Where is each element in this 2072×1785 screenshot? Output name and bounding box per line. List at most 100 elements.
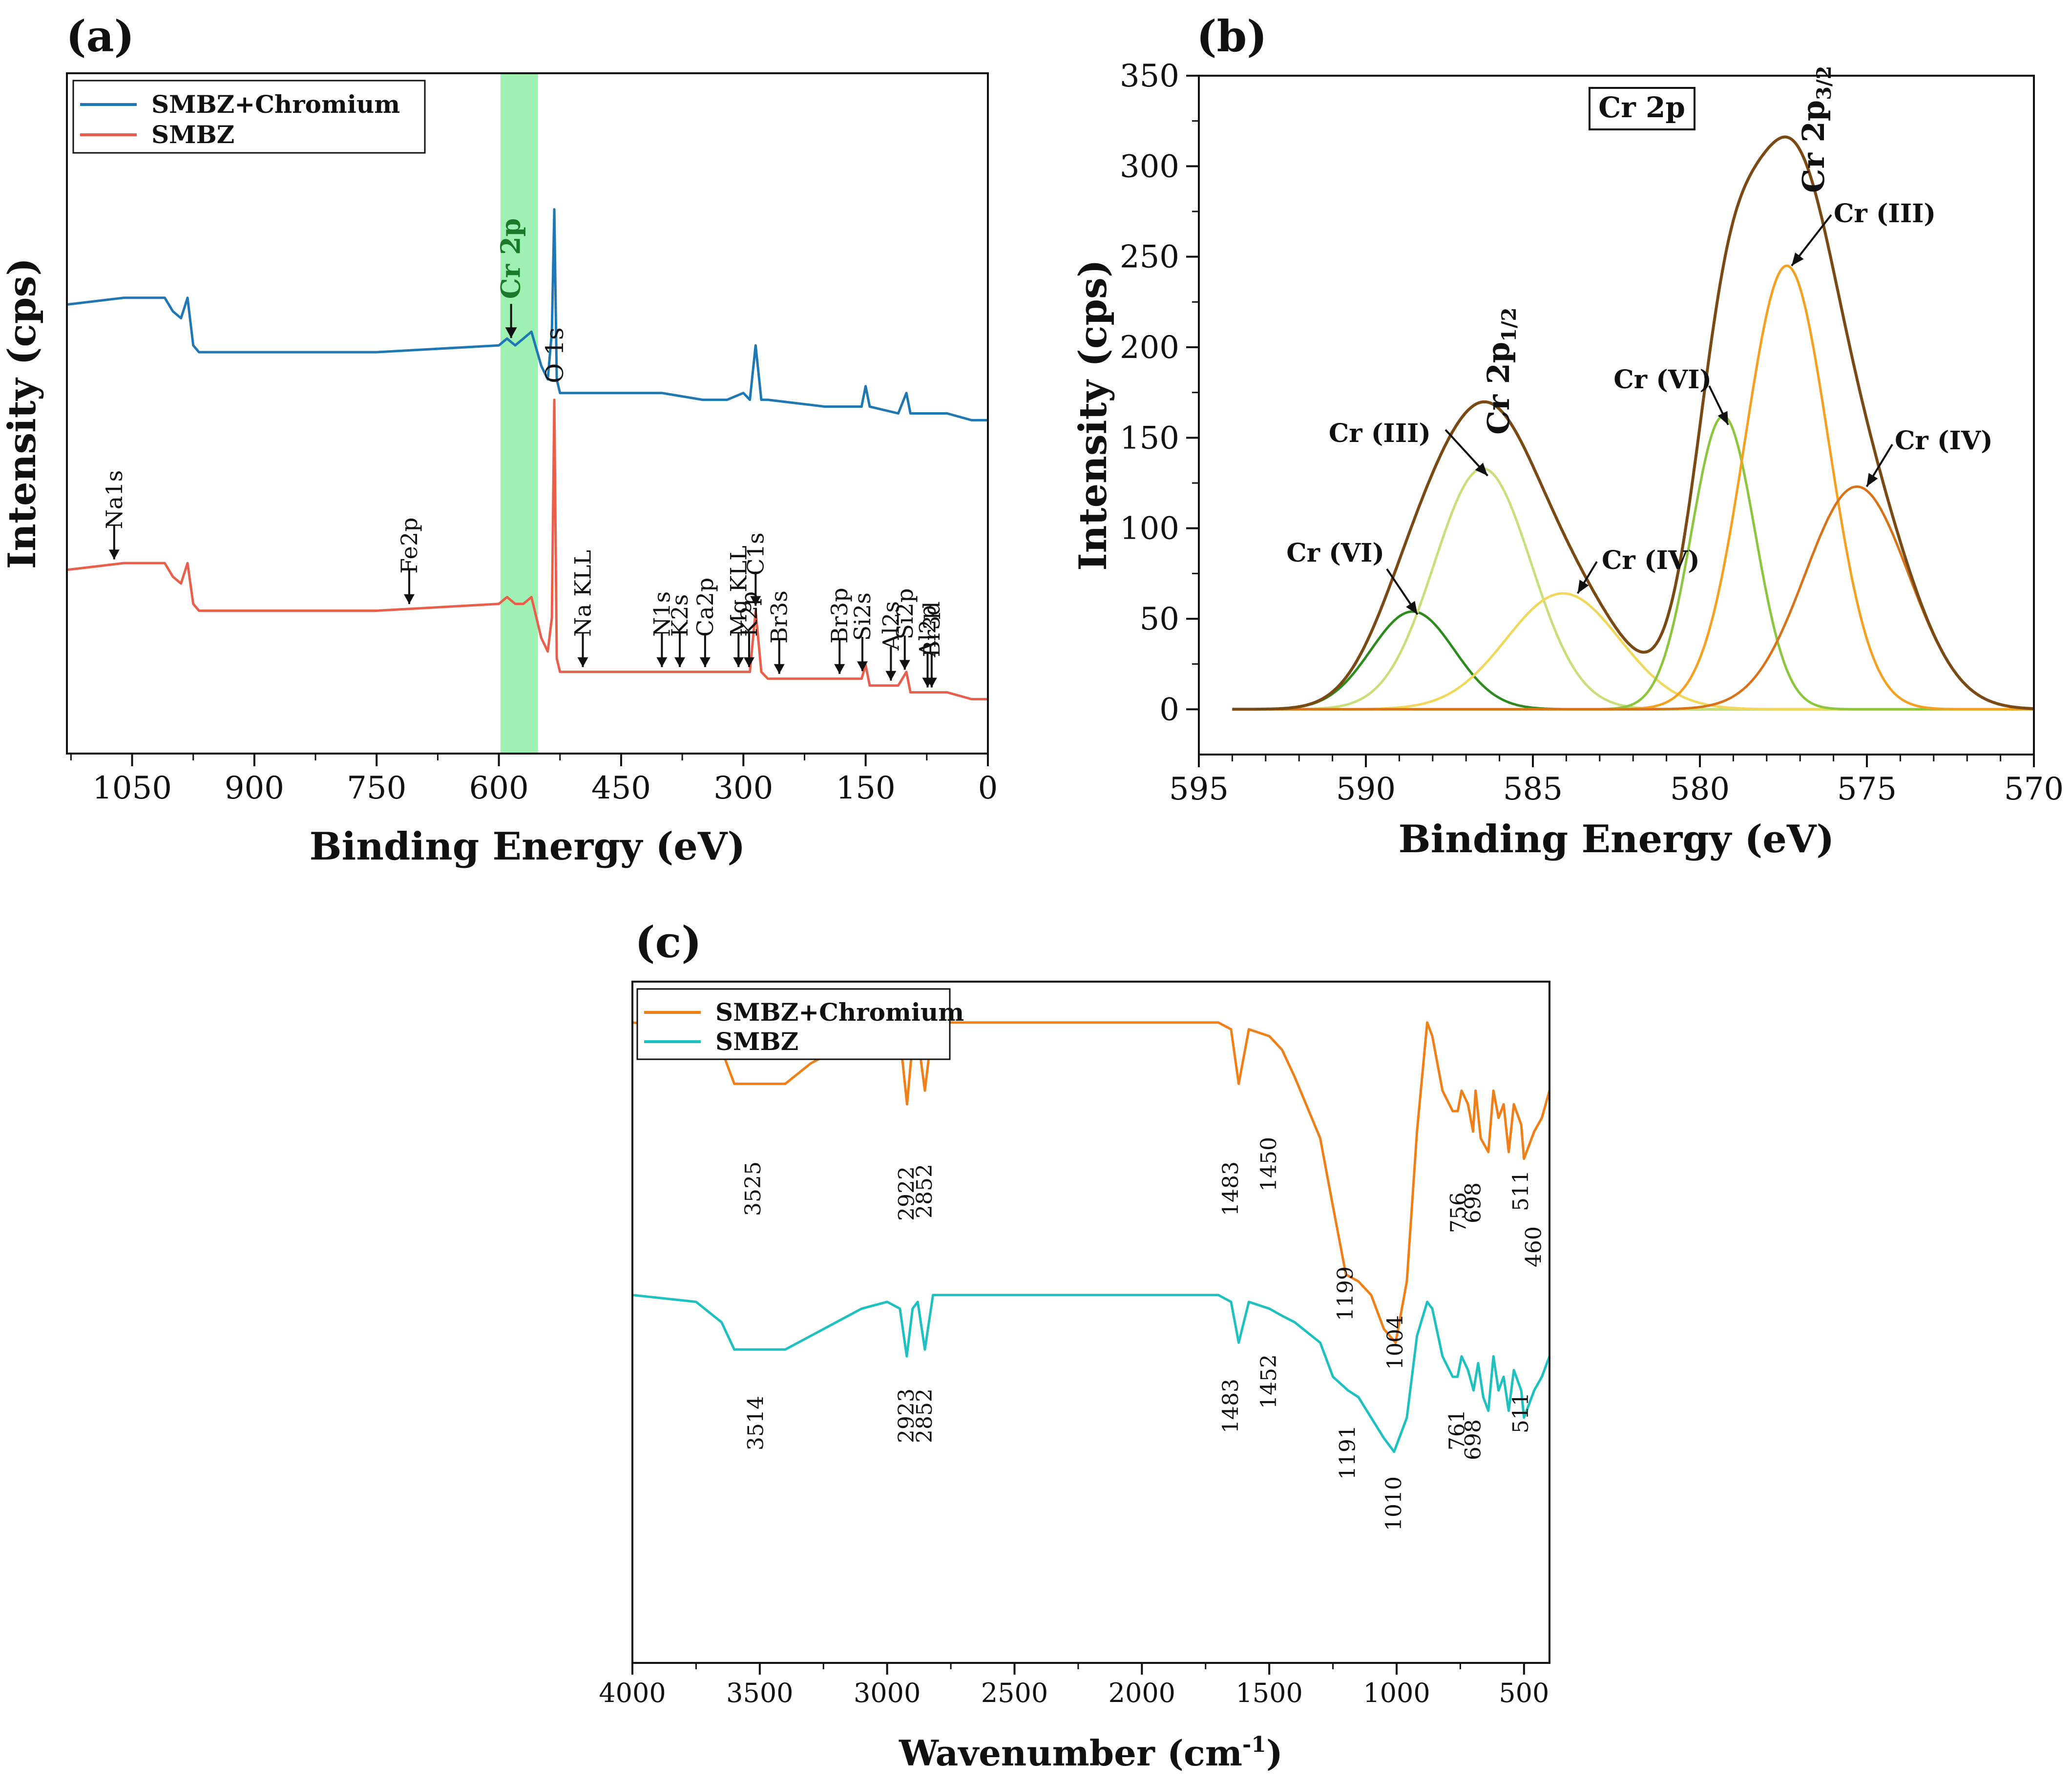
panel-label: (b) — [1196, 11, 1267, 62]
component-label: Cr (III) — [1329, 419, 1431, 448]
component-label: Cr (III) — [1834, 199, 1936, 229]
x-tick-label: 150 — [836, 770, 896, 806]
peak-group-label-sub: 3/2 — [1813, 66, 1836, 100]
annotation-arrowhead — [926, 677, 937, 688]
cr2p-highlight-band — [500, 73, 538, 754]
x-tick-label: 500 — [1499, 1678, 1549, 1708]
panel-b: (b) 595 590 585 580 575 570 Binding Energy (eV)… — [1071, 11, 2064, 861]
x-tick-label: 750 — [347, 770, 406, 806]
component-curve — [1232, 610, 2034, 711]
annotation-label: C1s — [742, 532, 769, 575]
x-tick-label: 570 — [2004, 771, 2064, 807]
chart-title: Cr 2p — [1598, 91, 1685, 124]
peak-label: 1483 — [1218, 1161, 1243, 1216]
series-line-SMBZ+Chromium — [66, 208, 988, 421]
x-tick-label: 0 — [978, 770, 998, 806]
series-line-SMBZ — [632, 1294, 1551, 1453]
component-arrowhead — [1866, 473, 1878, 487]
annotation-arrowhead — [774, 664, 785, 674]
peak-group-label-main: Cr 2p — [1796, 100, 1831, 193]
panel-c: (c) 4000 3500 3000 2500 2000 1500 1000 500 Wavenu… — [599, 917, 1551, 1774]
legend-entry: SMBZ+Chromium — [715, 998, 964, 1027]
plot-frame — [1198, 75, 2035, 756]
annotation-arrowhead — [674, 657, 686, 667]
annotation-label: O 1s — [541, 327, 569, 383]
annotation-label: Br3p — [826, 588, 853, 644]
annotation-arrowhead — [699, 657, 711, 667]
peak-label: 1483 — [1218, 1379, 1243, 1433]
x-tick-label: 590 — [1336, 771, 1396, 807]
annotation-label: K2s — [667, 594, 693, 637]
component-curve — [1232, 592, 2034, 711]
annotation-arrowhead — [733, 657, 744, 667]
panel-label: (c) — [635, 917, 702, 967]
y-tick-label: 200 — [1120, 330, 1179, 366]
component-label: Cr (IV) — [1602, 546, 1700, 575]
annotation-arrowhead — [743, 657, 754, 667]
annotation-label: Mg KLL — [725, 546, 752, 637]
component-curve — [1232, 485, 2034, 711]
plot-frame — [631, 981, 1550, 1664]
annotation-label: Br3s — [766, 590, 793, 644]
legend — [72, 80, 426, 154]
component-arrowhead — [1717, 411, 1728, 425]
x-tick-label: 900 — [225, 770, 284, 806]
x-tick-label: 300 — [713, 770, 773, 806]
annotation-label: Al2s — [878, 601, 904, 651]
legend-entry: SMBZ+Chromium — [151, 90, 400, 119]
peak-label: 2852 — [912, 1388, 937, 1443]
annotation-arrowhead — [403, 594, 415, 604]
peak-label: 761 — [1445, 1409, 1470, 1450]
peak-label: 1191 — [1335, 1425, 1360, 1480]
annotation-label: Cr 2p — [495, 218, 526, 299]
x-tick-label: 580 — [1670, 771, 1730, 807]
peak-label: 1004 — [1383, 1315, 1408, 1370]
x-tick-label: 585 — [1503, 771, 1563, 807]
peak-group-label: Cr 2p1/2 — [1481, 308, 1521, 435]
annotation-arrowhead — [505, 327, 517, 338]
peak-label: 3525 — [741, 1161, 766, 1216]
component-curve — [1232, 264, 2034, 711]
y-tick-label: 250 — [1120, 239, 1179, 275]
component-label: Cr (IV) — [1895, 426, 1993, 456]
peak-label: 511 — [1508, 1392, 1533, 1433]
component-arrowhead — [1406, 601, 1418, 615]
component-label: Cr (VI) — [1286, 538, 1384, 568]
x-tick-label: 1500 — [1235, 1678, 1302, 1708]
x-tick-label: 2000 — [1109, 1678, 1175, 1708]
annotation-label: Br3d — [919, 601, 945, 657]
x-tick-label: 4000 — [599, 1678, 666, 1708]
annotation-label: Ca2p — [692, 577, 718, 636]
x-tick-label: 1000 — [1363, 1678, 1430, 1708]
peak-label: 1452 — [1256, 1354, 1281, 1409]
peak-label: 1199 — [1333, 1266, 1358, 1321]
x-tick-label: 3000 — [854, 1678, 921, 1708]
peak-label: 511 — [1508, 1170, 1533, 1211]
peak-label: 1450 — [1256, 1137, 1281, 1192]
peak-label: 2922 — [894, 1166, 919, 1221]
x-tick-label: 595 — [1169, 771, 1229, 807]
x-axis-label-sup: -1 — [1242, 1732, 1266, 1757]
component-arrowhead — [1475, 462, 1488, 476]
annotation-arrowhead — [885, 671, 897, 681]
annotation-arrowhead — [834, 664, 845, 674]
peak-label: 1010 — [1381, 1476, 1406, 1531]
envelope-curve — [1232, 135, 2034, 711]
annotation-label: Na KLL — [569, 550, 596, 637]
x-axis-label-end: ) — [1266, 1732, 1283, 1774]
peak-group-label: Cr 2p3/2 — [1796, 66, 1836, 193]
legend-entry: SMBZ — [715, 1027, 798, 1056]
x-tick-label: 3500 — [726, 1678, 793, 1708]
annotation-arrowhead — [656, 657, 668, 667]
annotation-arrowhead — [750, 596, 761, 606]
y-tick-label: 150 — [1120, 420, 1179, 456]
peak-label: 2852 — [912, 1164, 937, 1218]
peak-group-label-main: Cr 2p — [1481, 342, 1516, 435]
peak-label: 460 — [1522, 1226, 1547, 1267]
x-axis-label-main: Wavenumber (cm — [899, 1732, 1242, 1774]
panel-a: (a) 1050 900 750 600 450 300 150 0 Binding Energy… — [0, 11, 998, 869]
peak-group-label-sub: 1/2 — [1498, 308, 1521, 342]
x-axis-label: Binding Energy (eV) — [1399, 817, 1835, 861]
component-arrowhead — [1791, 252, 1804, 266]
